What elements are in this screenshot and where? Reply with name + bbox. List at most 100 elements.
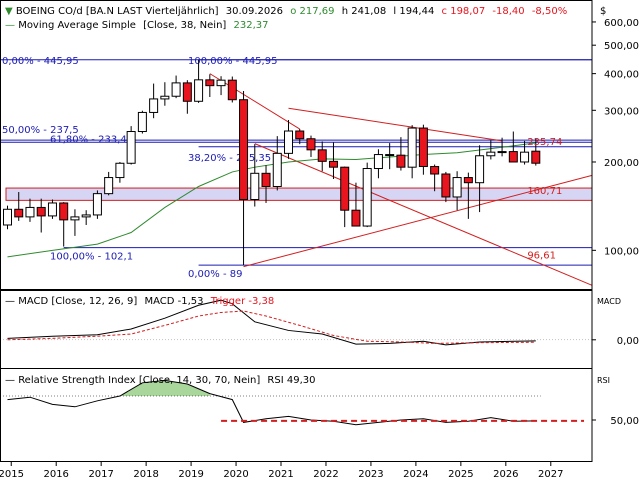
candle: [194, 59, 204, 103]
candle-body: [104, 177, 114, 195]
quote-low: l 194,44: [393, 6, 434, 17]
candle-body: [497, 151, 507, 154]
candle-body: [47, 202, 57, 217]
rsi-legend: — Relative Strength Index [Close, 14, 30…: [5, 375, 315, 386]
candle: [36, 198, 46, 233]
currency-label: $: [600, 6, 606, 17]
candle: [115, 161, 125, 183]
x-tick-label: 2021: [268, 469, 293, 480]
candle-body: [272, 152, 282, 188]
macd-title: MACD [Close, 12, 26, 9]: [18, 296, 137, 307]
rsi-title: Relative Strength Index [Close, 14, 30, …: [18, 375, 260, 386]
x-tick-label: 2024: [403, 469, 428, 480]
candle-body: [441, 173, 451, 198]
fib-label: 100,00% - 102,1: [50, 252, 133, 263]
candle-body: [239, 99, 249, 201]
candle-body: [182, 82, 192, 102]
candle-body: [508, 151, 518, 163]
trend-line: [243, 174, 593, 268]
candle: [418, 124, 428, 175]
instrument-title: ▼ BOEING CO/d [BA.N LAST Vierteljährlich…: [5, 6, 567, 17]
candle: [284, 120, 294, 159]
candle: [295, 129, 305, 145]
moving-average-line: [7, 142, 536, 258]
candle-body: [2, 208, 12, 226]
candle-body: [295, 130, 305, 140]
candle: [351, 182, 361, 227]
candle-body: [396, 154, 406, 168]
ma-params: [Close, 38, Nein]: [143, 20, 226, 31]
quote-change-pct: -8,50%: [532, 6, 567, 17]
candle-body: [25, 206, 35, 218]
x-tick-label: 2018: [133, 469, 158, 480]
candle-body: [160, 95, 170, 100]
y-tick-label: 300,00: [604, 106, 639, 117]
price-label: 96,61: [527, 251, 556, 262]
trigger-line: [7, 310, 536, 344]
y-tick-label: 500,00: [604, 41, 639, 52]
candle-body: [70, 216, 80, 221]
ma-legend: — Moving Average Simple [Close, 38, Nein…: [5, 20, 269, 31]
candle-body: [126, 131, 136, 164]
candle: [497, 137, 507, 157]
candle: [104, 171, 114, 196]
candle-body: [92, 193, 102, 216]
candle: [70, 209, 80, 236]
fib-label: 50,00% - 237,5: [2, 125, 79, 136]
pane-frame: [0, 0, 593, 291]
candle: [520, 140, 530, 165]
rsi-overbought-fill: [29, 380, 210, 396]
macd-legend: — MACD [Close, 12, 26, 9] MACD -1,53 Tri…: [5, 296, 274, 307]
candle: [227, 76, 237, 103]
candle: [396, 137, 406, 171]
fib-label: 0,00% - 445,95: [2, 56, 79, 67]
candle-body: [328, 160, 338, 168]
candle-body: [216, 79, 226, 87]
candle-body: [250, 172, 260, 201]
candle: [2, 205, 12, 230]
candle-body: [171, 82, 181, 97]
candle: [328, 142, 338, 180]
candle: [81, 210, 91, 225]
candle-body: [520, 151, 530, 163]
candle: [452, 171, 462, 211]
trigger-value: Trigger -3,38: [210, 296, 275, 307]
candle: [171, 75, 181, 99]
candle: [92, 190, 102, 219]
candle: [205, 74, 215, 98]
macd-axis-label: MACD: [597, 297, 621, 306]
quote-high: h 241,08: [342, 6, 387, 17]
candle: [59, 202, 69, 247]
fib-label: 100,00% - 445,95: [188, 56, 277, 67]
x-tick-label: 2016: [43, 469, 68, 480]
candle: [137, 110, 147, 134]
candle: [14, 192, 24, 221]
x-tick-label: 2017: [88, 469, 113, 480]
candle: [126, 126, 136, 165]
candle: [373, 149, 383, 179]
candle-body: [81, 214, 91, 218]
candle: [531, 138, 541, 166]
candle: [250, 144, 260, 207]
candle-body: [385, 154, 395, 157]
x-tick-label: 2020: [223, 469, 248, 480]
candle-body: [475, 155, 485, 184]
candle: [407, 125, 417, 179]
quote-close: c 198,07: [442, 6, 486, 17]
candle-body: [452, 177, 462, 198]
candle: [441, 171, 451, 203]
ma-label: Moving Average Simple: [18, 20, 136, 31]
y-tick-label: 600,00: [604, 18, 639, 29]
macd-line: [7, 299, 536, 346]
candle-body: [362, 168, 372, 227]
candle: [475, 145, 485, 213]
candle: [160, 82, 170, 106]
ma-value: 232,37: [234, 20, 269, 31]
price-label: 160,71: [527, 186, 562, 197]
pane-frame: [0, 368, 593, 462]
y-tick-label: 50,00: [610, 416, 639, 427]
rsi-line: [7, 379, 536, 426]
candle-body: [194, 79, 204, 102]
